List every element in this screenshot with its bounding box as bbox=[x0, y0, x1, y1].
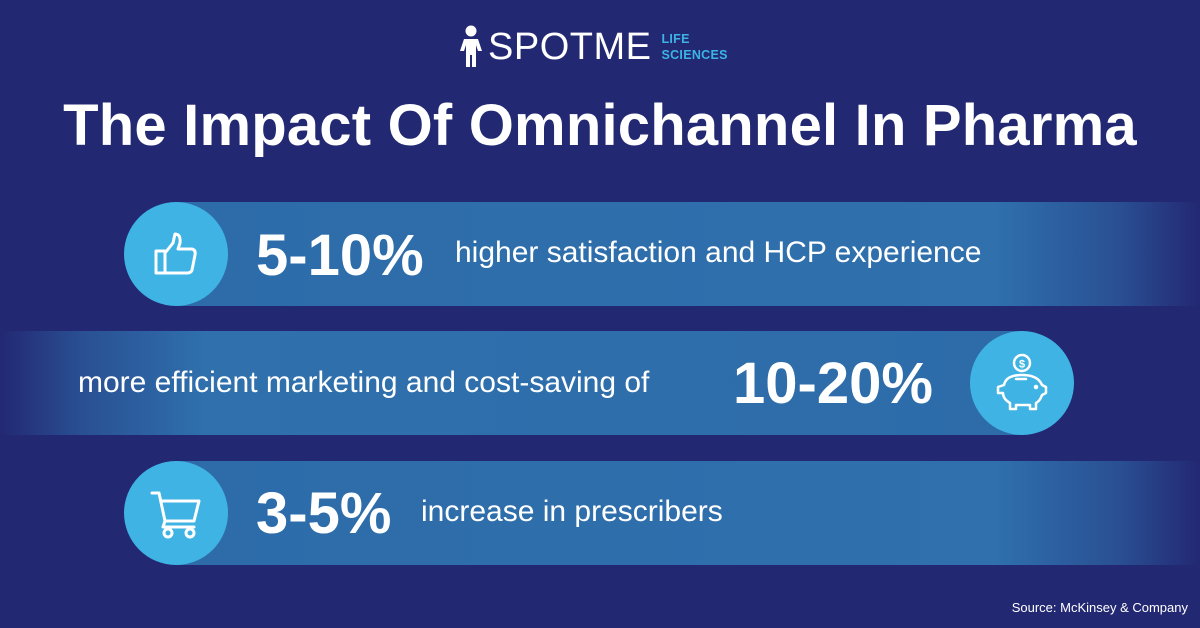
stat-description-2: more efficient marketing and cost-saving… bbox=[78, 366, 650, 399]
thumbs-up-icon bbox=[154, 232, 197, 275]
thumbs-up-icon-circle bbox=[124, 202, 228, 306]
stat-band-3 bbox=[176, 461, 1200, 565]
logo-subtitle: LIFE SCIENCES bbox=[661, 31, 727, 63]
piggy-bank-icon: $ bbox=[996, 353, 1048, 411]
stat-value-3: 3-5% bbox=[256, 481, 392, 546]
source-note: Source: McKinsey & Company bbox=[1011, 600, 1188, 615]
shopping-cart-icon-circle bbox=[124, 461, 228, 565]
logo-wordmark: SPOTME bbox=[488, 26, 652, 68]
piggy-bank-icon-circle: $ bbox=[970, 331, 1074, 435]
shopping-cart-icon bbox=[150, 491, 201, 539]
person-logo-icon bbox=[460, 25, 482, 67]
stat-value-2: 10-20% bbox=[733, 351, 933, 416]
stat-band-1 bbox=[176, 202, 1200, 306]
stat-description-3: increase in prescribers bbox=[421, 495, 723, 528]
page-title: The Impact Of Omnichannel In Pharma bbox=[63, 93, 1137, 158]
logo-sub-line1: LIFE bbox=[661, 32, 690, 46]
spotme-logo: SPOTME LIFE SCIENCES bbox=[458, 22, 728, 72]
stat-description-1: higher satisfaction and HCP experience bbox=[455, 236, 982, 269]
svg-text:$: $ bbox=[1019, 359, 1025, 371]
logo-sub-line2: SCIENCES bbox=[661, 48, 728, 62]
stat-value-1: 5-10% bbox=[256, 223, 424, 288]
stat-band-2 bbox=[0, 331, 1024, 435]
